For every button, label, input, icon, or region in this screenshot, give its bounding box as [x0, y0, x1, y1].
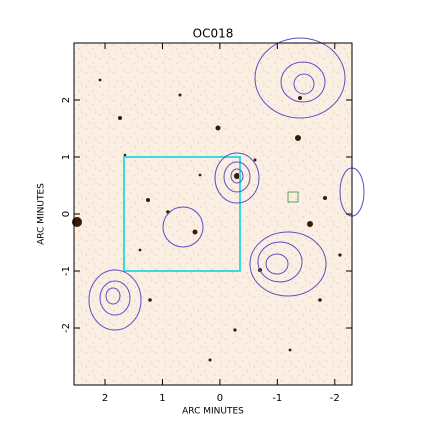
y-tick-label: -1 — [61, 266, 72, 276]
x-tick-label: -2 — [330, 393, 340, 404]
sky-image — [72, 37, 365, 386]
y-tick-label: 1 — [61, 154, 72, 160]
x-tick-label: 1 — [159, 393, 165, 404]
x-tick-label: 0 — [217, 393, 223, 404]
y-axis-label: ARC MINUTES — [37, 183, 47, 245]
chart-title: OC018 — [193, 27, 234, 41]
y-tick-label: -2 — [61, 323, 72, 333]
x-axis-label: ARC MINUTES — [182, 407, 244, 417]
y-tick-label: 2 — [61, 97, 72, 103]
y-tick-label: 0 — [61, 211, 72, 217]
x-tick-label: -1 — [272, 393, 282, 404]
x-tick-label: 2 — [102, 393, 108, 404]
